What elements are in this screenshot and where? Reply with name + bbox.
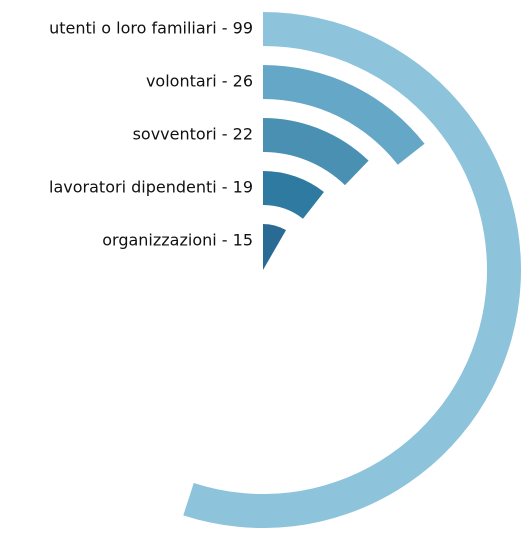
radial-bar	[263, 171, 324, 219]
radial-bar	[263, 118, 369, 186]
radial-bar	[263, 65, 425, 165]
radial-bar	[263, 224, 286, 270]
category-label: volontari - 26	[146, 72, 253, 91]
category-label: utenti o loro familiari - 99	[49, 19, 253, 38]
category-label: lavoratori dipendenti - 19	[49, 178, 253, 197]
category-label: sovventori - 22	[133, 125, 253, 144]
category-label: organizzazioni - 15	[102, 231, 253, 250]
